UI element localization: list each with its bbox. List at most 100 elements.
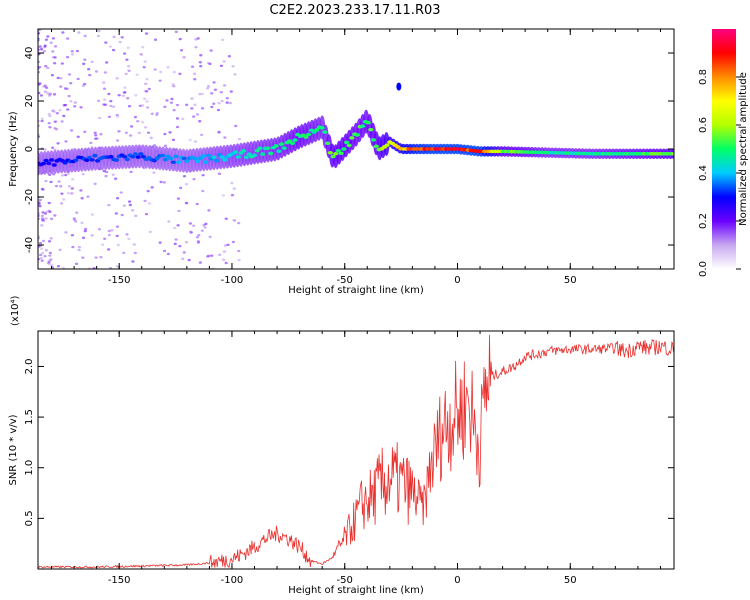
noise-cell: [64, 140, 68, 143]
top-y-axis: -40 -20 0 20 40: [24, 47, 674, 253]
noise-cell: [47, 112, 51, 116]
ridge-cell: [168, 156, 174, 161]
noise-cell: [227, 55, 231, 58]
noise-cell: [132, 243, 136, 246]
noise-cell: [230, 193, 235, 197]
noise-cell: [38, 83, 41, 86]
noise-cell: [50, 146, 55, 149]
noise-cell: [145, 78, 149, 81]
noise-cell: [79, 189, 83, 192]
noise-cell: [67, 185, 71, 188]
noise-cell: [44, 249, 49, 252]
noise-cell: [83, 58, 87, 61]
noise-cell: [70, 50, 74, 53]
noise-cell: [162, 249, 167, 253]
y-tick-label: 0: [24, 146, 35, 152]
noise-cell: [162, 181, 166, 184]
ridge-cell: [292, 138, 298, 142]
noise-cell: [40, 117, 44, 120]
noise-cell: [126, 46, 130, 49]
noise-cell: [71, 245, 75, 249]
noise-cell: [48, 251, 52, 255]
noise-cell: [62, 114, 66, 118]
noise-cell: [89, 141, 93, 145]
noise-cell: [184, 241, 189, 244]
ridge-cell: [257, 146, 263, 151]
ridge-cell: [251, 153, 258, 157]
noise-cell: [54, 184, 59, 188]
noise-cell: [52, 110, 56, 113]
noise-cell: [200, 107, 205, 110]
colorbar-ticks: 0.0 0.2 0.4 0.6 0.8: [698, 69, 741, 277]
x-tick-label: -100: [221, 275, 244, 286]
ridge-cell: [205, 153, 212, 158]
noise-cell: [99, 133, 103, 136]
noise-cell: [197, 233, 201, 237]
noise-cell: [222, 258, 226, 261]
noise-cell: [99, 256, 103, 259]
noise-cell: [118, 40, 122, 44]
colorbar-label: Normalized spectral amplitude: [738, 72, 749, 226]
noise-cell: [64, 231, 68, 234]
noise-cell: [88, 73, 92, 77]
noise-cell: [40, 224, 44, 227]
noise-cell: [125, 58, 129, 61]
noise-cell: [143, 199, 147, 203]
noise-cell: [175, 103, 180, 107]
noise-cell: [222, 84, 227, 87]
ridge-cell: [241, 149, 247, 153]
noise-cell: [81, 84, 85, 87]
spectrogram-cells: [38, 29, 674, 269]
noise-cell: [116, 115, 120, 118]
noise-cell: [200, 92, 205, 95]
noise-cell: [39, 48, 44, 51]
noise-cell: [198, 120, 202, 123]
y-tick-label: -20: [24, 189, 35, 205]
noise-cell: [199, 54, 203, 57]
noise-cell: [70, 192, 74, 195]
noise-cell: [49, 41, 53, 44]
ridge-cell: [235, 155, 241, 159]
noise-cell: [136, 120, 140, 123]
noise-cell: [133, 251, 137, 255]
noise-cell: [213, 88, 218, 91]
noise-cell: [57, 180, 61, 183]
noise-cell: [97, 228, 102, 231]
noise-cell: [56, 142, 60, 145]
noise-cell: [122, 52, 127, 55]
noise-cell: [102, 98, 107, 101]
noise-cell: [61, 266, 65, 269]
noise-cell: [115, 234, 119, 238]
noise-cell: [221, 38, 225, 42]
ridge-cell: [232, 150, 239, 154]
noise-cell: [128, 203, 132, 207]
noise-cell: [69, 82, 73, 85]
ridge-cell: [324, 141, 331, 146]
ridge-cell: [40, 161, 47, 166]
noise-cell: [196, 239, 200, 243]
noise-cell: [86, 195, 90, 198]
noise-cell: [104, 174, 108, 178]
noise-cell: [74, 220, 78, 223]
ridge-cell: [671, 152, 674, 156]
x-tick-label: -100: [221, 575, 244, 586]
noise-cell: [187, 258, 191, 262]
noise-cell: [49, 237, 53, 240]
x-tick-label: -150: [108, 575, 131, 586]
ridge-cell: [346, 143, 352, 148]
noise-cell: [165, 99, 169, 102]
noise-cell: [38, 201, 41, 204]
ridge-cell: [268, 151, 274, 156]
snr-background: [38, 331, 674, 569]
noise-cell: [98, 116, 102, 120]
noise-cell: [163, 105, 167, 109]
noise-cell: [51, 50, 55, 53]
noise-cell: [38, 203, 41, 206]
ridge-cell: [322, 130, 328, 134]
noise-cell: [195, 202, 199, 206]
noise-cell: [171, 83, 175, 86]
noise-cell: [115, 197, 120, 200]
noise-cell: [193, 103, 197, 106]
noise-cell: [181, 117, 185, 121]
noise-cell: [51, 37, 56, 40]
